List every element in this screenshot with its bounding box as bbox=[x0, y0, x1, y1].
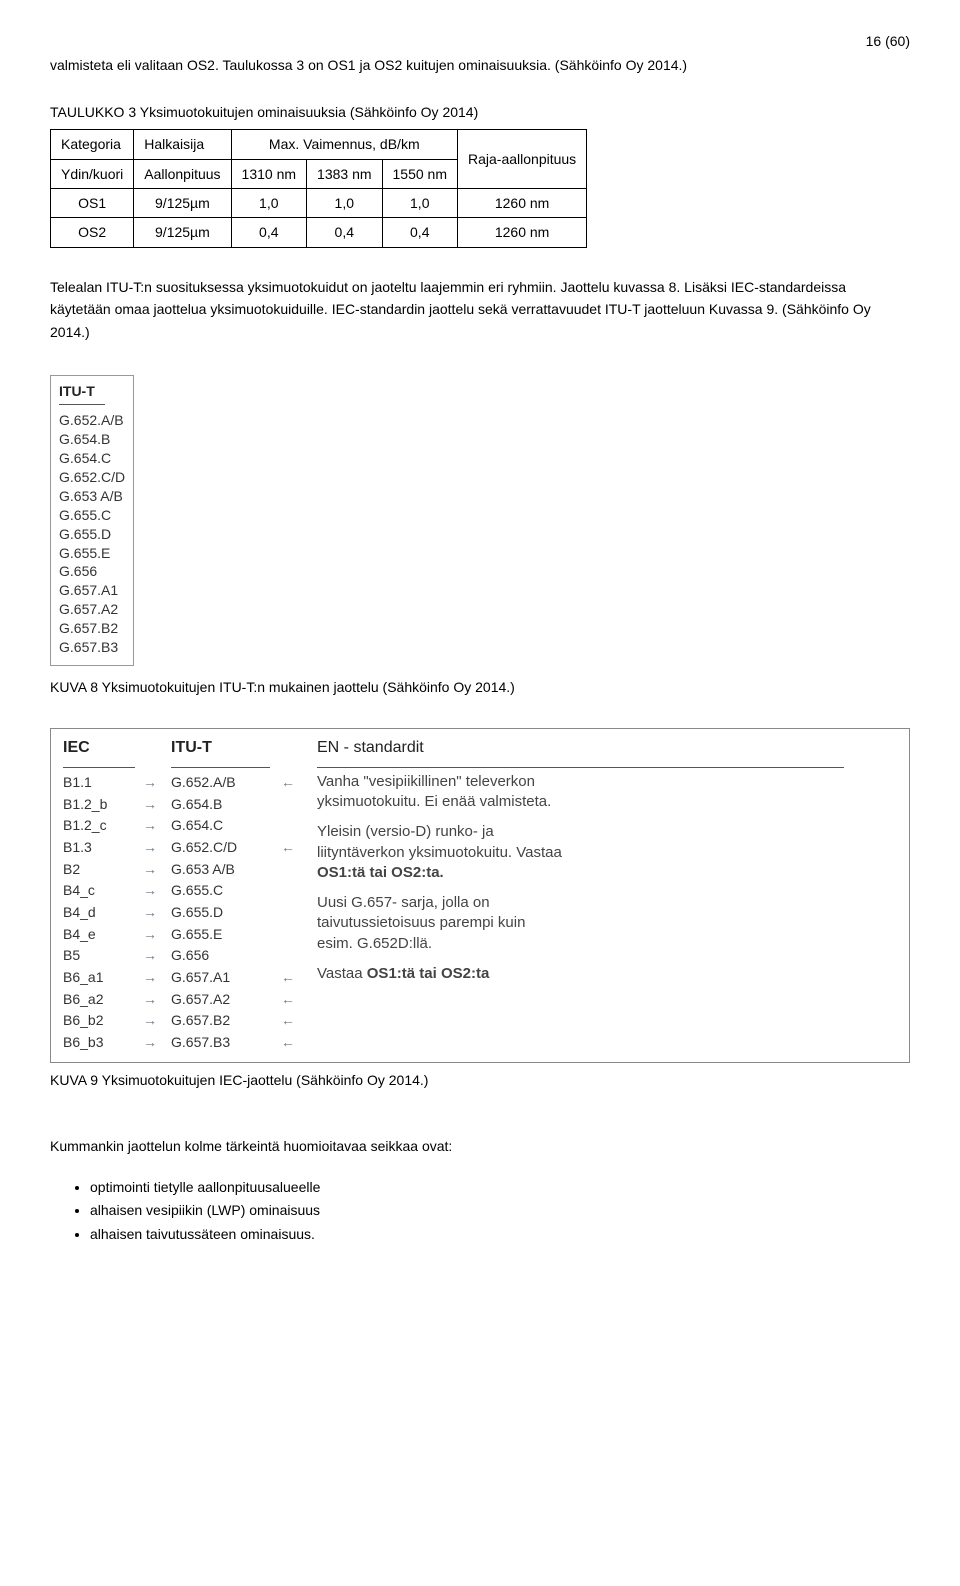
table-header: Aallonpituus bbox=[134, 159, 231, 188]
bullet-list: optimointi tietylle aallonpituusalueelle… bbox=[50, 1176, 910, 1247]
arrow-left-icon bbox=[281, 945, 309, 967]
itut-item: G.655.E bbox=[171, 924, 281, 946]
arrow-right-icon bbox=[143, 859, 171, 881]
itut-header: ITU-T bbox=[171, 733, 281, 763]
itu-t-item: G.657.A1 bbox=[59, 581, 125, 600]
itut-item: G.657.A2 bbox=[171, 989, 281, 1011]
page-number: 16 (60) bbox=[50, 30, 910, 52]
itu-t-item: G.657.B3 bbox=[59, 638, 125, 657]
itut-item: G.657.A1 bbox=[171, 967, 281, 989]
list-item: alhaisen taivutussäteen ominaisuus. bbox=[90, 1223, 910, 1247]
arrow-right-icon bbox=[143, 1010, 171, 1032]
itu-t-item: G.656 bbox=[59, 562, 125, 581]
en-header: EN - standardit bbox=[317, 733, 903, 763]
arrow-left-icon bbox=[281, 837, 309, 859]
iec-item: B6_a1 bbox=[63, 967, 143, 989]
arrow-right-icon bbox=[143, 967, 171, 989]
table-header: Raja-aallonpituus bbox=[458, 130, 587, 189]
en-note: Yleisin (versio-D) runko- jaliityntäverk… bbox=[317, 822, 903, 883]
itut-item: G.654.B bbox=[171, 794, 281, 816]
figure9-caption: KUVA 9 Yksimuotokuitujen IEC-jaottelu (S… bbox=[50, 1069, 910, 1091]
iec-item: B6_b2 bbox=[63, 1010, 143, 1032]
iec-item: B1.2_c bbox=[63, 815, 143, 837]
iec-item: B4_c bbox=[63, 880, 143, 902]
iec-item: B4_e bbox=[63, 924, 143, 946]
itut-item: G.653 A/B bbox=[171, 859, 281, 881]
itu-t-item: G.655.C bbox=[59, 506, 125, 525]
iec-item: B1.3 bbox=[63, 837, 143, 859]
paragraph-2: Telealan ITU-T:n suosituksessa yksimuoto… bbox=[50, 276, 910, 343]
table-header: Ydin/kuori bbox=[51, 159, 134, 188]
table-header: Halkaisija bbox=[134, 130, 231, 159]
itu-t-item: G.654.C bbox=[59, 449, 125, 468]
en-note: Uusi G.657- sarja, jolla ontaivutussieto… bbox=[317, 893, 903, 954]
itu-t-item: G.657.B2 bbox=[59, 619, 125, 638]
en-note: Vastaa OS1:tä tai OS2:ta bbox=[317, 964, 903, 984]
table3: Kategoria Halkaisija Max. Vaimennus, dB/… bbox=[50, 129, 587, 248]
arrow-left-icon bbox=[281, 989, 309, 1011]
arrow-right-icon bbox=[143, 794, 171, 816]
table-header: 1550 nm bbox=[382, 159, 457, 188]
iec-item: B5 bbox=[63, 945, 143, 967]
itut-item: G.657.B2 bbox=[171, 1010, 281, 1032]
itu-t-item: G.655.D bbox=[59, 525, 125, 544]
iec-item: B4_d bbox=[63, 902, 143, 924]
iec-itut-comparison: IEC B1.1B1.2_bB1.2_cB1.3B2B4_cB4_dB4_eB5… bbox=[50, 728, 910, 1063]
arrow-left-icon bbox=[281, 772, 309, 794]
itu-t-item: G.653 A/B bbox=[59, 487, 125, 506]
arrow-right-icon bbox=[143, 945, 171, 967]
iec-item: B2 bbox=[63, 859, 143, 881]
arrow-left-icon bbox=[281, 815, 309, 837]
list-item: alhaisen vesipiikin (LWP) ominaisuus bbox=[90, 1199, 910, 1223]
table-header: 1383 nm bbox=[307, 159, 382, 188]
iec-item: B1.1 bbox=[63, 772, 143, 794]
arrow-left-icon bbox=[281, 880, 309, 902]
table-header: Kategoria bbox=[51, 130, 134, 159]
arrow-right-icon bbox=[143, 989, 171, 1011]
itut-item: G.655.C bbox=[171, 880, 281, 902]
arrow-left-icon bbox=[281, 967, 309, 989]
iec-item: B6_b3 bbox=[63, 1032, 143, 1054]
arrow-right-icon bbox=[143, 1032, 171, 1054]
itut-item: G.657.B3 bbox=[171, 1032, 281, 1054]
itu-t-list-box: ITU-T G.652.A/BG.654.BG.654.CG.652.C/DG.… bbox=[50, 375, 134, 666]
iec-header: IEC bbox=[63, 733, 143, 763]
table-row: OS2 9/125µm 0,4 0,4 0,4 1260 nm bbox=[51, 218, 587, 247]
itut-item: G.656 bbox=[171, 945, 281, 967]
iec-item: B6_a2 bbox=[63, 989, 143, 1011]
arrow-left-icon bbox=[281, 859, 309, 881]
table-header: 1310 nm bbox=[231, 159, 306, 188]
list-item: optimointi tietylle aallonpituusalueelle bbox=[90, 1176, 910, 1200]
itu-t-item: G.654.B bbox=[59, 430, 125, 449]
paragraph-3: Kummankin jaottelun kolme tärkeintä huom… bbox=[50, 1135, 910, 1157]
arrow-right-icon bbox=[143, 880, 171, 902]
en-note: Vanha "vesipiikillinen" televerkonyksimu… bbox=[317, 772, 903, 813]
arrow-left-icon bbox=[281, 924, 309, 946]
itu-t-header: ITU-T bbox=[59, 380, 105, 405]
itu-t-item: G.657.A2 bbox=[59, 600, 125, 619]
arrow-right-icon bbox=[143, 924, 171, 946]
iec-item: B1.2_b bbox=[63, 794, 143, 816]
table-header: Max. Vaimennus, dB/km bbox=[231, 130, 457, 159]
itut-item: G.652.C/D bbox=[171, 837, 281, 859]
arrow-left-icon bbox=[281, 1032, 309, 1054]
itut-item: G.654.C bbox=[171, 815, 281, 837]
arrow-right-icon bbox=[143, 772, 171, 794]
table3-caption: TAULUKKO 3 Yksimuotokuitujen ominaisuuks… bbox=[50, 101, 910, 123]
itut-item: G.655.D bbox=[171, 902, 281, 924]
arrow-right-icon bbox=[143, 902, 171, 924]
itu-t-item: G.655.E bbox=[59, 544, 125, 563]
arrow-left-icon bbox=[281, 794, 309, 816]
itu-t-item: G.652.C/D bbox=[59, 468, 125, 487]
itut-item: G.652.A/B bbox=[171, 772, 281, 794]
arrow-left-icon bbox=[281, 902, 309, 924]
intro-paragraph: valmisteta eli valitaan OS2. Taulukossa … bbox=[50, 54, 910, 76]
arrow-right-icon bbox=[143, 815, 171, 837]
table-row: OS1 9/125µm 1,0 1,0 1,0 1260 nm bbox=[51, 188, 587, 217]
arrow-right-icon bbox=[143, 837, 171, 859]
arrow-left-icon bbox=[281, 1010, 309, 1032]
figure8-caption: KUVA 8 Yksimuotokuitujen ITU-T:n mukaine… bbox=[50, 676, 910, 698]
itu-t-item: G.652.A/B bbox=[59, 411, 125, 430]
